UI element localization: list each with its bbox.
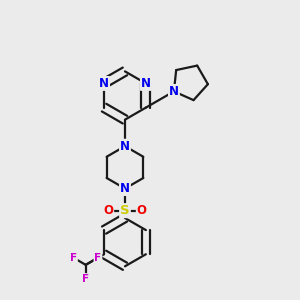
Text: F: F	[94, 253, 101, 263]
Text: O: O	[137, 204, 147, 217]
Text: N: N	[141, 77, 151, 90]
Text: O: O	[103, 204, 113, 217]
Text: F: F	[70, 253, 77, 263]
Text: N: N	[99, 77, 109, 90]
Text: N: N	[169, 85, 179, 98]
Text: S: S	[120, 204, 130, 217]
Text: F: F	[82, 274, 89, 284]
Text: N: N	[120, 182, 130, 195]
Text: N: N	[120, 140, 130, 153]
